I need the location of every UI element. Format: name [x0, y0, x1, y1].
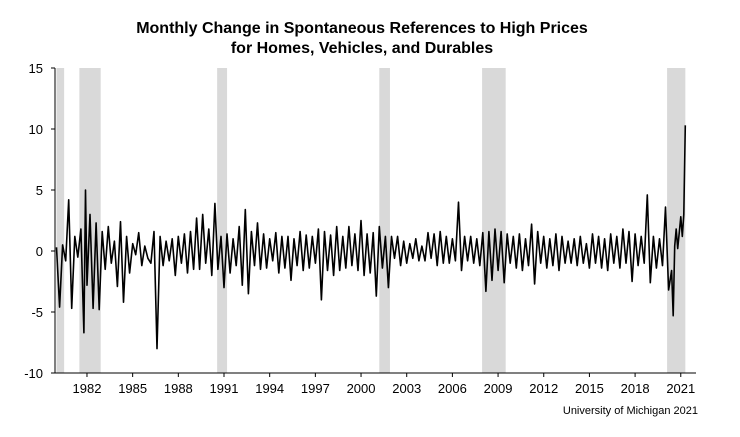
x-tick-label: 2000 — [347, 381, 376, 396]
chart-title-line-1: Monthly Change in Spontaneous References… — [136, 20, 588, 37]
x-tick-label: 2015 — [575, 381, 604, 396]
y-tick-label: 5 — [36, 183, 43, 198]
y-tick-label: -10 — [24, 366, 43, 381]
tick-labels-group: -10 -5 0 5 10 15 1982 1985 1988 1991 1994 1997 2000 2… — [24, 61, 695, 396]
y-tick-label: 10 — [29, 122, 43, 137]
x-tick-label: 1988 — [164, 381, 193, 396]
x-tick-label: 1997 — [301, 381, 330, 396]
series-line — [55, 125, 687, 350]
x-tick-label: 2018 — [621, 381, 650, 396]
x-tick-label: 2012 — [529, 381, 558, 396]
series-group — [55, 125, 687, 350]
x-tick-label: 1985 — [118, 381, 147, 396]
y-tick-label: -5 — [31, 305, 43, 320]
x-tick-label: 1991 — [210, 381, 239, 396]
x-tick-label: 2021 — [666, 381, 695, 396]
x-tick-label: 1982 — [73, 381, 102, 396]
x-tick-label: 2003 — [392, 381, 421, 396]
x-tick-label: 2009 — [484, 381, 513, 396]
chart-title-line-2: for Homes, Vehicles, and Durables — [230, 40, 494, 57]
chart-title: Monthly Change in Spontaneous References… — [0, 19, 724, 59]
recession-band — [217, 68, 228, 373]
axes-group — [51, 67, 696, 377]
x-tick-label: 2006 — [438, 381, 467, 396]
x-tick-label: 1994 — [255, 381, 284, 396]
recession-band — [482, 68, 506, 373]
recession-band — [667, 68, 686, 373]
y-tick-label: 0 — [36, 244, 43, 259]
recession-band — [56, 68, 65, 373]
source-note: University of Michigan 2021 — [562, 405, 698, 417]
recession-shading-group — [56, 68, 686, 373]
y-tick-label: 15 — [29, 61, 43, 76]
recession-band — [379, 68, 390, 373]
